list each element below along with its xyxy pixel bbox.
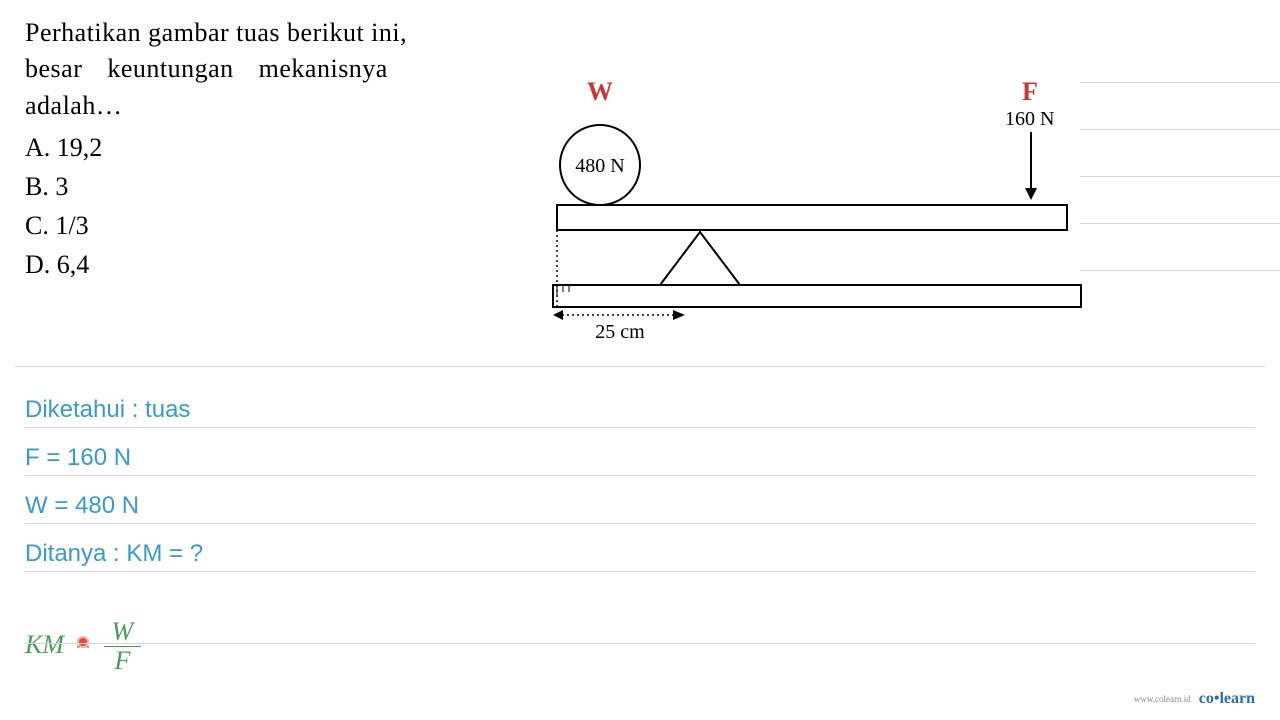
pointer-dot-icon [77, 636, 89, 648]
lever-bar-top [557, 205, 1067, 230]
footer-url: www.colearn.id [1134, 694, 1191, 704]
solution-block: Diketahui : tuas F = 160 N W = 480 N Dit… [25, 380, 1255, 644]
question-line-2: besar keuntungan mekanisnya [25, 51, 525, 87]
ruled-lines-background [1080, 82, 1280, 317]
fulcrum-triangle [660, 232, 740, 285]
km-label: KM [25, 630, 64, 660]
distance-label: 25 cm [595, 321, 645, 343]
footer: www.colearn.id co•learn [1134, 690, 1255, 708]
w-value-text: 480 N [575, 155, 624, 177]
option-b: B. 3 [25, 167, 525, 206]
solution-diketahui: Diketahui : tuas [25, 396, 190, 424]
solution-w: W = 480 N [25, 492, 139, 520]
w-label-text: W [587, 77, 613, 106]
fraction-denominator: F [106, 647, 138, 676]
option-d: D. 6,4 [25, 245, 525, 284]
ruler-bar [553, 285, 1081, 307]
f-value-text: 160 N [1005, 108, 1054, 130]
footer-logo: co•learn [1199, 690, 1255, 708]
question-block: Perhatikan gambar tuas berikut ini, besa… [25, 15, 525, 284]
fraction: W F [104, 618, 142, 676]
option-c: C. 1/3 [25, 206, 525, 245]
ruled-line-top [15, 366, 1265, 367]
solution-ditanya: Ditanya : KM = ? [25, 540, 203, 568]
solution-f: F = 160 N [25, 444, 131, 472]
options-block: A. 19,2 B. 3 C. 1/3 D. 6,4 [25, 128, 525, 284]
question-line-3: adalah… [25, 88, 525, 124]
question-line-1: Perhatikan gambar tuas berikut ini, [25, 15, 525, 51]
f-label-text: F [1022, 77, 1038, 106]
option-a: A. 19,2 [25, 128, 525, 167]
km-formula: KM = W F [25, 616, 141, 674]
lever-diagram: W F 160 N 480 N 25 cm [545, 70, 1075, 350]
